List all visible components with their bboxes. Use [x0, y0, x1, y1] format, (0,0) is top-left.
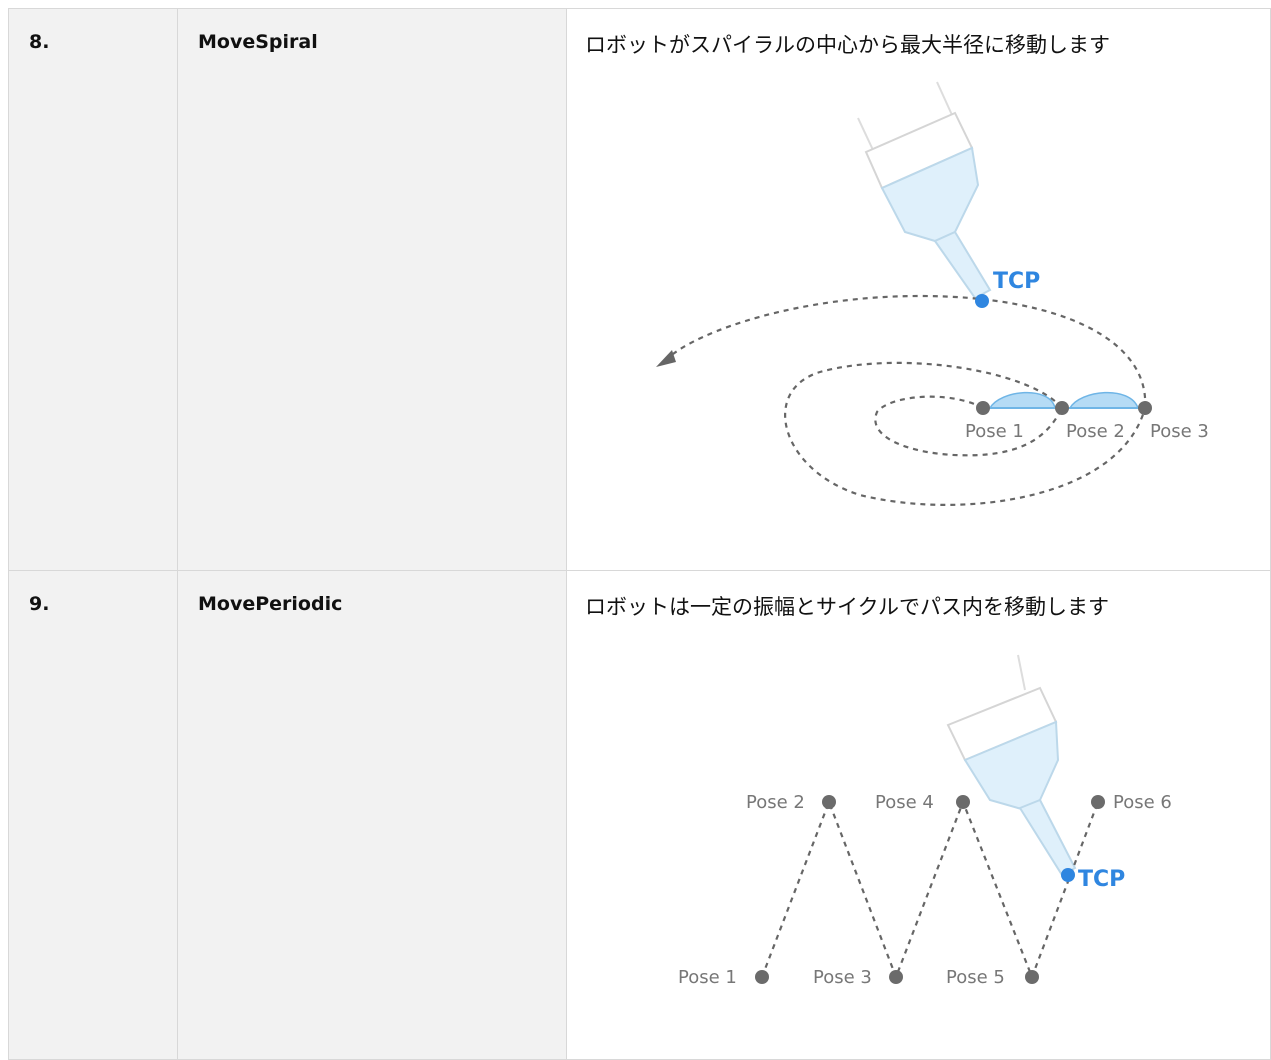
pose-label: Pose 5: [946, 967, 1005, 988]
pose-label: Pose 1: [965, 421, 1024, 442]
pose-label: Pose 3: [1150, 421, 1209, 442]
pose-label: Pose 1: [678, 967, 737, 988]
row-name: MovePeriodic: [177, 570, 567, 1060]
spiral-diagram: TCP Pose 1 Pose 2 Pose 3: [656, 81, 1209, 506]
tcp-label: TCP: [993, 269, 1040, 294]
row-number: 9.: [8, 570, 178, 1060]
pose-label: Pose 2: [1066, 421, 1125, 442]
row-number: 8.: [8, 8, 178, 571]
pose-label: Pose 3: [813, 967, 872, 988]
pose-label: Pose 6: [1113, 792, 1172, 813]
periodic-diagram: TCP Pose 1 Pose 2 Pose 3 Pose 4 Pose 5 P…: [678, 654, 1172, 988]
tcp-label: TCP: [1078, 867, 1125, 892]
row-name: MoveSpiral: [177, 8, 567, 571]
pose-label: Pose 2: [746, 792, 805, 813]
pose-label: Pose 4: [875, 792, 934, 813]
